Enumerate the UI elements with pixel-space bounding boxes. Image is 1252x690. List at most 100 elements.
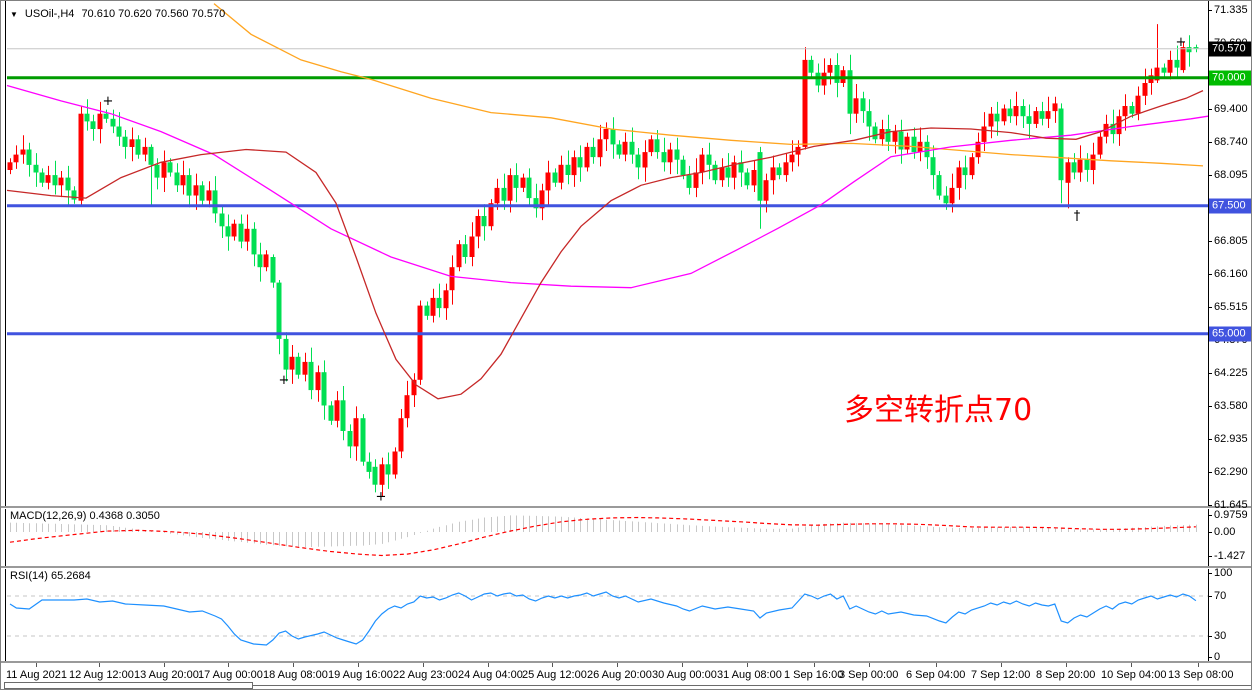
price-tick-mark [1208,505,1212,506]
time-label: 30 Aug 00:00 [652,669,717,681]
price-tick-label: 61.645 [1214,499,1248,511]
rsi-tick-mark [1208,657,1212,658]
price-tick-mark [1208,109,1212,110]
swing-mark-icon: + [376,490,387,505]
pane-separator-timeaxis [1,661,1251,664]
time-tick-mark [423,663,424,667]
time-label: 1 Sep 16:00 [784,669,844,681]
ma-slow-orange [213,3,1204,167]
time-tick-mark [228,663,229,667]
swing-mark-icon: + [279,373,290,388]
ohlc-values: 70.610 70.620 70.560 70.570 [81,8,226,20]
time-label: 11 Aug 2021 [6,669,67,681]
chevron-down-icon[interactable]: ▼ [10,9,18,19]
rsi-tick-mark [1208,596,1212,597]
price-tick-mark [1208,175,1212,176]
time-label: 13 Sep 08:00 [1168,669,1234,681]
candlestick-series [7,24,1199,497]
price-tag-65.000: 65.000 [1209,326,1251,342]
rsi-indicator-label: RSI(14) 65.2684 [10,570,91,582]
ma-mid-magenta [6,84,1209,289]
time-label: 31 Aug 08:00 [717,669,782,681]
price-tick-label: 62.935 [1214,433,1248,445]
price-tick-mark [1208,241,1212,242]
time-label: 17 Aug 00:00 [198,669,263,681]
rsi-tick-mark [1208,636,1212,637]
time-tick-mark [747,663,748,667]
price-tick-mark [1208,373,1212,374]
rsi-axis-label: 100 [1214,567,1233,579]
time-label: 19 Aug 16:00 [328,669,393,681]
time-tick-mark [814,663,815,667]
price-tick-mark [1208,274,1212,275]
macd-tick-mark [1208,515,1212,516]
rsi-tick-mark [1208,573,1212,574]
time-tick-mark [1066,663,1067,667]
time-tick-mark [358,663,359,667]
ma-fast-firebrick [6,90,1204,400]
time-tick-mark [682,663,683,667]
swing-mark-icon: + [1176,35,1187,50]
time-label: 7 Sep 12:00 [971,669,1031,681]
time-tick-mark [617,663,618,667]
time-tick-mark [99,663,100,667]
chart-left-border [5,1,6,663]
time-tick-mark [552,663,553,667]
rsi-line [9,591,1197,646]
time-tick-mark [1131,663,1132,667]
rsi-axis-label: 30 [1214,630,1227,642]
macd-axis-label: -1.427 [1214,550,1246,562]
pane-separator-rsi[interactable] [1,566,1251,569]
chart-canvas[interactable]: + + + † + [1,1,1252,663]
price-tick-label: 64.225 [1214,367,1248,379]
price-tick-label: 68.095 [1214,169,1248,181]
rsi-axis-label: 0 [1214,651,1221,663]
price-tick-label: 66.805 [1214,235,1248,247]
price-tick-label: 68.740 [1214,136,1248,148]
annotation-text: 多空转折点70 [844,393,1033,428]
time-label: 24 Aug 04:00 [458,669,523,681]
time-tick-mark [1198,663,1199,667]
price-tick-label: 71.335 [1214,4,1248,16]
price-axis-border [1208,1,1209,663]
price-tick-mark [1208,10,1212,11]
time-label: 6 Sep 04:00 [906,669,966,681]
macd-axis-label: 0.00 [1214,526,1236,538]
symbol-ohlc-label: ▼ USOil-,H4 70.610 70.620 70.560 70.570 [10,8,225,20]
macd-axis-label: 0.9759 [1214,509,1248,521]
macd-indicator-label: MACD(12,26,9) 0.4368 0.3050 [10,510,160,522]
time-tick-mark [1001,663,1002,667]
price-tick-label: 63.580 [1214,400,1248,412]
price-tag-67.500: 67.500 [1209,198,1251,214]
time-tick-mark [936,663,937,667]
time-label: 22 Aug 23:00 [393,669,458,681]
price-tick-mark [1208,472,1212,473]
macd-tick-mark [1208,556,1212,557]
time-label: 12 Aug 12:00 [69,669,134,681]
price-tick-mark [1208,406,1212,407]
time-tick-mark [293,663,294,667]
symbol-text: USOil-,H4 [24,8,75,20]
price-tag-70.000: 70.000 [1209,70,1251,86]
price-tag-70.570: 70.570 [1209,41,1251,57]
time-label: 18 Aug 08:00 [263,669,328,681]
pane-separator-macd[interactable] [1,506,1251,509]
price-tick-mark [1208,142,1212,143]
macd-tick-mark [1208,532,1212,533]
time-tick-mark [164,663,165,667]
rsi-axis-label: 70 [1214,590,1227,602]
time-label: 10 Sep 04:00 [1101,669,1167,681]
time-tick-mark [36,663,37,667]
macd-histogram [10,515,1197,548]
price-tick-mark [1208,439,1212,440]
macd-signal-line [9,516,1196,557]
price-tick-label: 65.515 [1214,301,1248,313]
price-tick-label: 62.290 [1214,466,1248,478]
time-tick-mark [869,663,870,667]
bottom-scroll-box[interactable] [4,682,253,689]
price-tick-label: 69.400 [1214,103,1248,115]
time-label: 26 Aug 20:00 [587,669,652,681]
time-label: 3 Sep 00:00 [839,669,899,681]
swing-mark-icon: † [1074,209,1081,224]
